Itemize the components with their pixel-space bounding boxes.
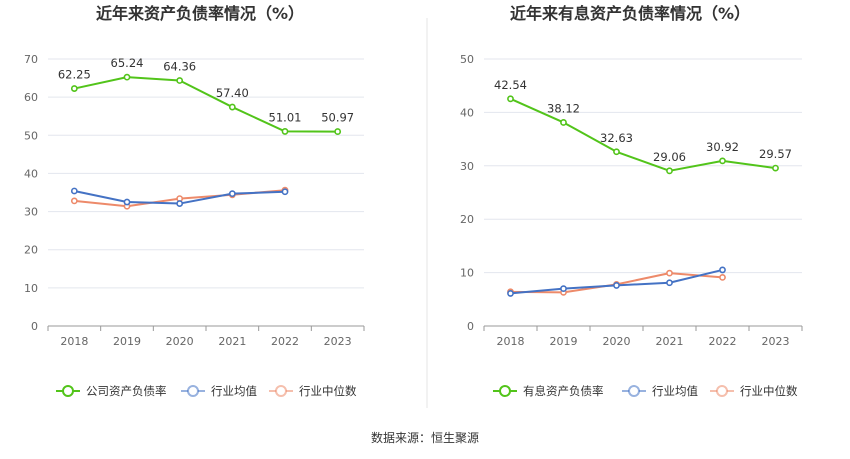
data-point bbox=[613, 282, 620, 289]
data-label: 50.97 bbox=[321, 111, 354, 125]
data-point bbox=[666, 167, 673, 175]
legend-marker-icon bbox=[62, 385, 74, 397]
data-point bbox=[666, 279, 673, 287]
x-tick-label: 2019 bbox=[113, 335, 141, 348]
x-tick-label: 2021 bbox=[218, 335, 246, 348]
data-label: 51.01 bbox=[269, 110, 302, 124]
data-point bbox=[228, 103, 236, 111]
y-tick-label: 50 bbox=[24, 129, 38, 142]
legend-item[interactable]: 行业均值 bbox=[622, 384, 698, 398]
x-tick-label: 2020 bbox=[166, 335, 194, 348]
y-tick-label: 10 bbox=[460, 267, 474, 280]
y-tick-label: 50 bbox=[460, 53, 474, 66]
data-point bbox=[176, 200, 184, 207]
x-tick-label: 2023 bbox=[324, 335, 352, 348]
data-label: 32.63 bbox=[600, 131, 633, 145]
x-tick-label: 2022 bbox=[709, 335, 737, 348]
data-point bbox=[507, 95, 514, 103]
data-point bbox=[281, 188, 289, 196]
x-tick-label: 2019 bbox=[550, 335, 578, 348]
chart-title: 近年来资产负债率情况（%） bbox=[96, 4, 304, 23]
data-point bbox=[123, 73, 131, 81]
data-point bbox=[176, 77, 184, 84]
legend-marker-icon bbox=[187, 385, 199, 397]
legend-item[interactable]: 行业中位数 bbox=[269, 384, 357, 398]
data-point bbox=[507, 290, 514, 297]
data-label: 65.24 bbox=[111, 56, 144, 70]
x-tick-label: 2020 bbox=[603, 335, 631, 348]
x-tick-label: 2022 bbox=[271, 335, 299, 348]
data-point bbox=[560, 119, 567, 126]
y-tick-label: 0 bbox=[31, 320, 38, 333]
data-point bbox=[70, 187, 78, 195]
data-point bbox=[719, 157, 726, 165]
data-label: 64.36 bbox=[163, 60, 196, 74]
legend-marker-icon bbox=[628, 385, 640, 397]
legend-marker-icon bbox=[275, 385, 287, 397]
data-point bbox=[228, 190, 236, 198]
data-point bbox=[613, 148, 620, 156]
data-point bbox=[70, 197, 78, 205]
y-tick-label: 70 bbox=[24, 53, 38, 66]
legend-label: 行业中位数 bbox=[740, 384, 798, 398]
series-line bbox=[74, 76, 338, 133]
data-point bbox=[772, 164, 779, 172]
y-tick-label: 60 bbox=[24, 91, 38, 104]
data-label: 62.25 bbox=[58, 68, 91, 82]
legend-item[interactable]: 有息资产负债率 bbox=[493, 384, 604, 398]
legend-label: 行业均值 bbox=[211, 384, 257, 398]
y-tick-label: 0 bbox=[467, 320, 474, 333]
y-tick-label: 20 bbox=[460, 213, 474, 226]
data-point bbox=[666, 269, 673, 277]
legend-marker-icon bbox=[716, 385, 728, 397]
series-line bbox=[510, 97, 776, 172]
y-tick-label: 30 bbox=[460, 160, 474, 173]
legend-label: 行业均值 bbox=[652, 384, 698, 398]
legend-marker-icon bbox=[499, 385, 511, 397]
data-point bbox=[123, 198, 131, 206]
data-point bbox=[719, 274, 726, 281]
data-label: 38.12 bbox=[547, 101, 580, 115]
x-tick-label: 2021 bbox=[656, 335, 684, 348]
legend-label: 公司资产负债率 bbox=[86, 384, 167, 398]
y-tick-label: 20 bbox=[24, 244, 38, 257]
data-label: 29.06 bbox=[653, 150, 686, 164]
data-point bbox=[70, 85, 78, 92]
x-tick-label: 2018 bbox=[497, 335, 525, 348]
y-tick-label: 40 bbox=[24, 167, 38, 180]
legend-item[interactable]: 行业均值 bbox=[181, 384, 257, 398]
y-tick-label: 10 bbox=[24, 282, 38, 295]
data-label: 30.92 bbox=[706, 140, 739, 154]
data-label: 57.40 bbox=[216, 86, 249, 100]
chart-title: 近年来有息资产负债率情况（%） bbox=[510, 4, 750, 23]
data-point bbox=[560, 285, 567, 293]
y-tick-label: 40 bbox=[460, 106, 474, 119]
data-label: 42.54 bbox=[494, 78, 527, 92]
legend-item[interactable]: 公司资产负债率 bbox=[56, 384, 167, 398]
data-point bbox=[334, 128, 342, 135]
data-point bbox=[281, 128, 289, 135]
legend-label: 有息资产负债率 bbox=[523, 384, 604, 398]
data-label: 29.57 bbox=[759, 147, 792, 161]
data-point bbox=[719, 266, 726, 274]
y-tick-label: 30 bbox=[24, 206, 38, 219]
legend-label: 行业中位数 bbox=[299, 384, 357, 398]
x-tick-label: 2018 bbox=[60, 335, 88, 348]
x-tick-label: 2023 bbox=[762, 335, 790, 348]
legend-item[interactable]: 行业中位数 bbox=[710, 384, 798, 398]
data-source-note: 数据来源：恒生聚源 bbox=[371, 430, 479, 445]
